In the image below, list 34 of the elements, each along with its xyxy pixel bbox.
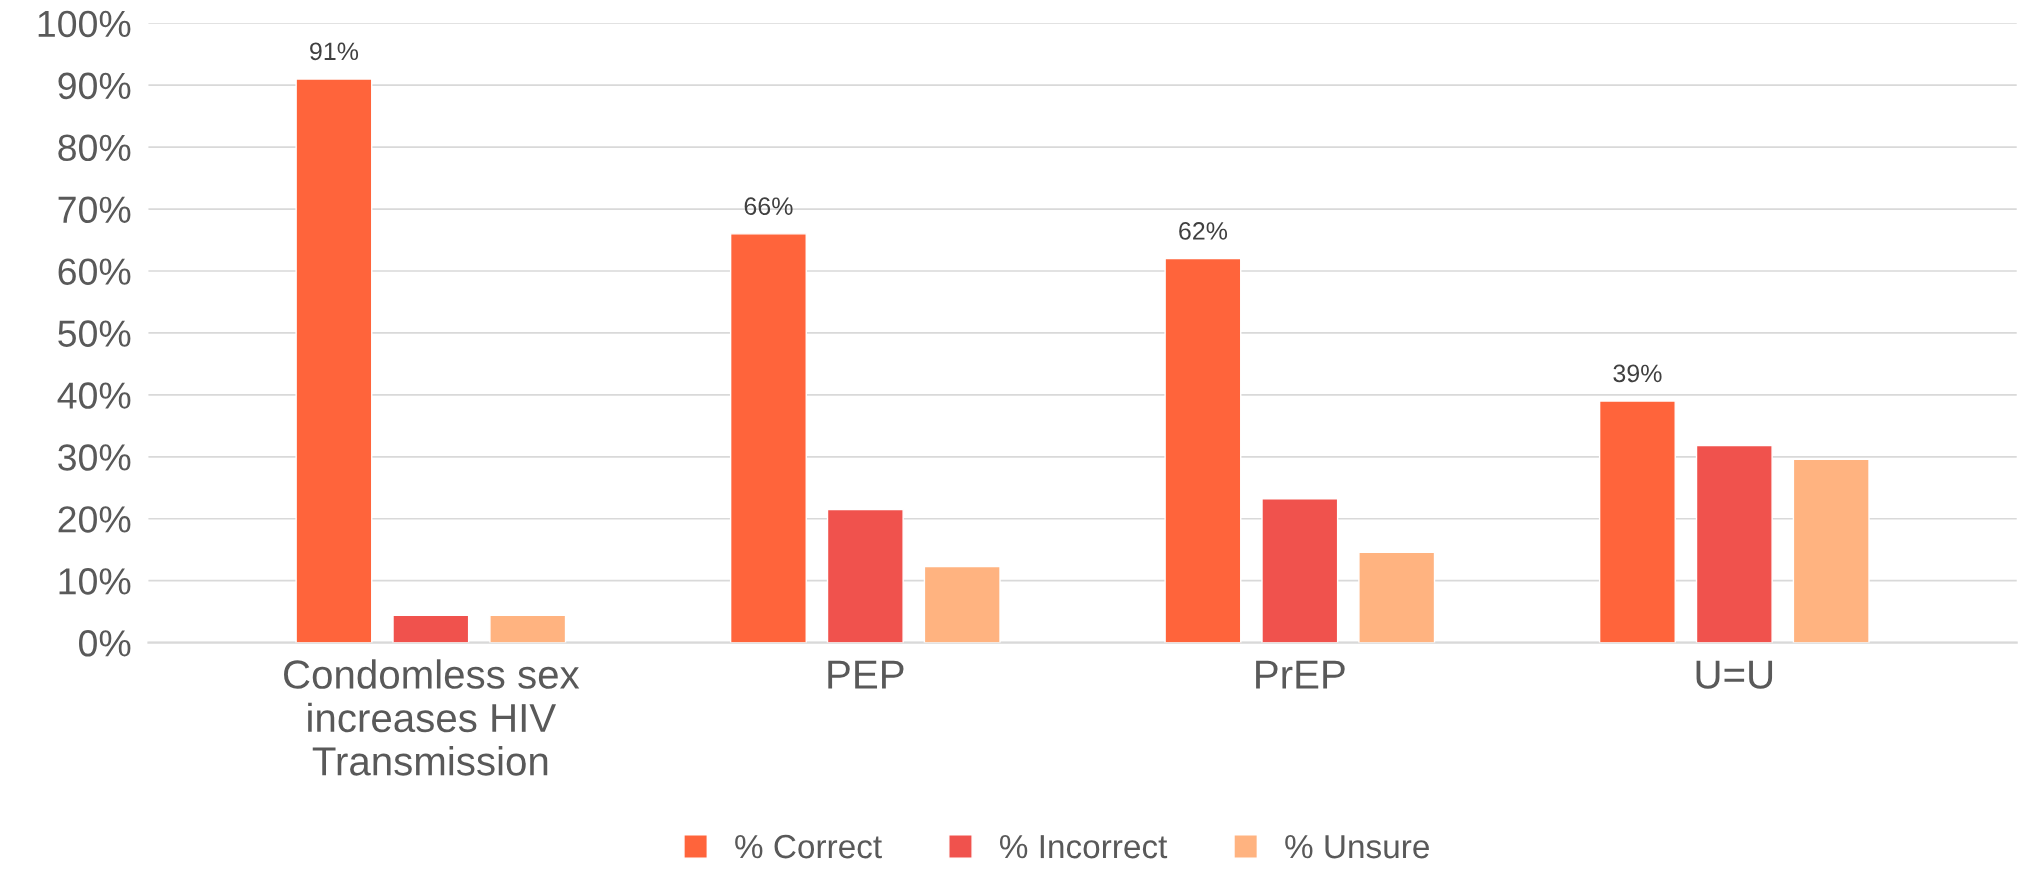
y-tick-label: 50% bbox=[58, 320, 131, 347]
bar bbox=[489, 614, 567, 643]
legend-label: % Unsure bbox=[1285, 834, 1429, 859]
y-tick-label: 20% bbox=[58, 506, 131, 533]
y-tick-label: 60% bbox=[58, 258, 131, 285]
data-label: 66% bbox=[744, 197, 793, 216]
bar bbox=[1261, 498, 1339, 643]
bar bbox=[826, 508, 904, 643]
y-tick-label: 10% bbox=[59, 568, 131, 595]
bar bbox=[923, 565, 1001, 643]
bar bbox=[1164, 257, 1242, 643]
data-label: 91% bbox=[310, 42, 359, 61]
x-tick-label: PrEP bbox=[1256, 660, 1345, 689]
y-tick-label: 0% bbox=[79, 630, 131, 657]
y-tick-label: 30% bbox=[58, 444, 131, 471]
legend-label: % Incorrect bbox=[999, 834, 1168, 859]
bar bbox=[1695, 444, 1773, 643]
x-tick-label: U=U bbox=[1696, 660, 1773, 689]
bar bbox=[729, 233, 807, 643]
legend-label: % Correct bbox=[735, 834, 882, 859]
bar bbox=[1358, 551, 1436, 643]
y-tick-label: 70% bbox=[58, 196, 131, 224]
y-tick-label: 90% bbox=[58, 72, 131, 100]
data-label: 62% bbox=[1179, 222, 1228, 240]
data-label: 39% bbox=[1613, 364, 1662, 383]
bar bbox=[1792, 458, 1870, 643]
x-tick-label: PEP bbox=[828, 660, 904, 689]
y-tick-label: 40% bbox=[57, 382, 131, 409]
bar bbox=[1598, 400, 1676, 643]
bar bbox=[392, 614, 470, 643]
y-tick-label: 100% bbox=[38, 10, 131, 38]
bar bbox=[295, 78, 373, 643]
y-tick-label: 80% bbox=[58, 134, 131, 162]
x-tick-label: Condomless sex increases HIV Transmission bbox=[284, 659, 580, 776]
